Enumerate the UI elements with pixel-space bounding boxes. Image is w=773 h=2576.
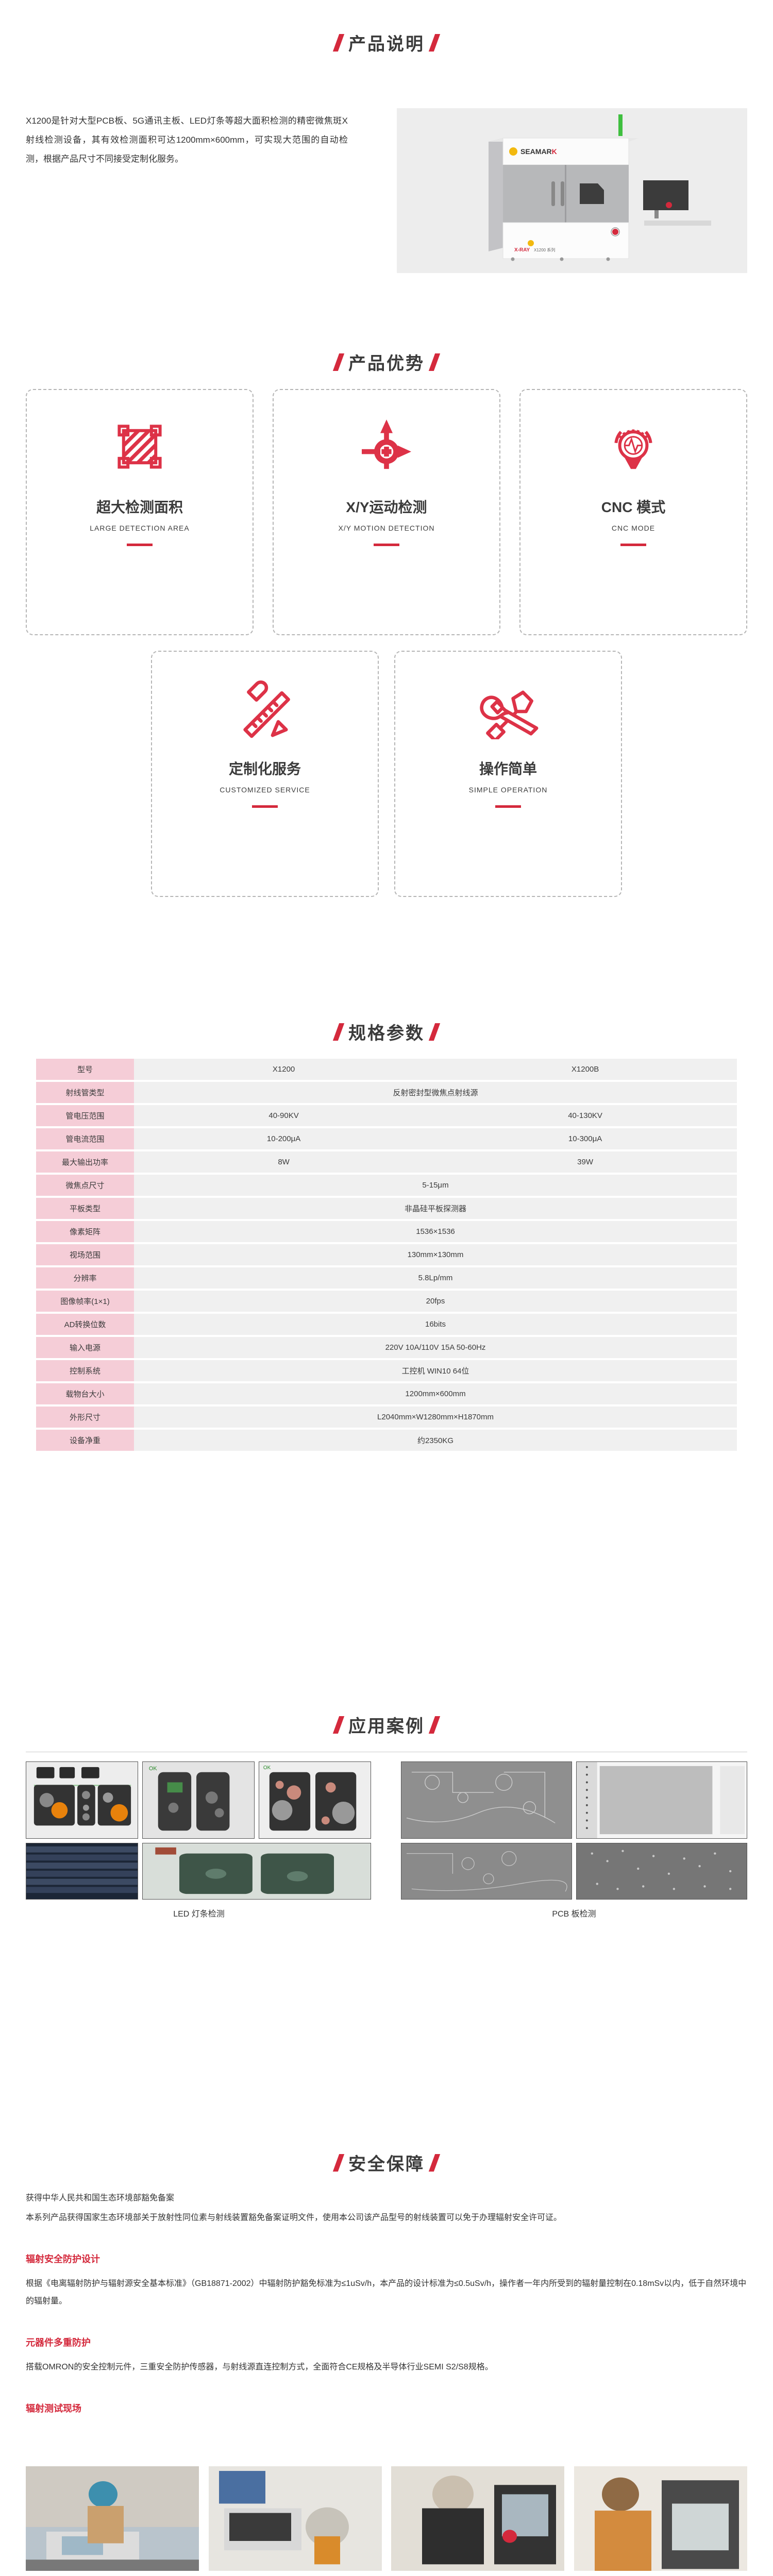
svg-text:X-RAY: X-RAY [514,247,530,253]
svg-text:SEAMARK: SEAMARK [520,147,557,156]
svg-text:OK: OK [149,1766,157,1772]
svg-text:OK: OK [263,1765,271,1771]
svg-text:X1200 系列: X1200 系列 [534,247,555,252]
